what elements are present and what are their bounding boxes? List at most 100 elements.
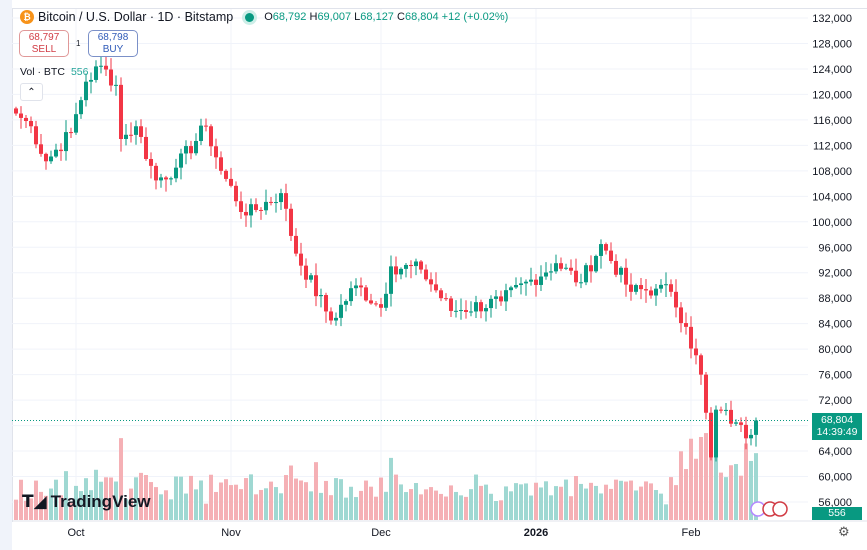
buy-button[interactable]: 68,798 BUY — [88, 30, 138, 57]
candle-body — [484, 308, 488, 312]
volume-bar — [464, 496, 468, 520]
spread-value: 1 — [76, 39, 81, 48]
volume-bar — [29, 498, 33, 520]
volume-bar — [149, 482, 153, 520]
volume-bar — [599, 493, 603, 520]
volume-bar — [334, 478, 338, 520]
volume-bar — [194, 489, 198, 520]
candle-body — [34, 126, 38, 145]
volume-bar — [234, 484, 238, 520]
candle-body — [189, 146, 193, 154]
volume-bar — [729, 465, 733, 520]
candle-body — [329, 311, 333, 321]
volume-bar — [484, 484, 488, 520]
candle-body — [229, 178, 233, 186]
volume-bar — [214, 491, 218, 520]
candle-body — [239, 201, 243, 212]
settings-icon[interactable]: ⚙ — [838, 524, 850, 539]
symbol-header: ₿ Bitcoin / U.S. Dollar · 1D · Bitstamp … — [20, 10, 508, 24]
candle-body — [649, 290, 653, 296]
volume-bar — [744, 443, 748, 520]
price-tick: 80,000 — [818, 344, 852, 356]
candle-body — [689, 326, 693, 349]
ohlc-values: O68,792 H69,007 L68,127 C68,804 +12 (+0.… — [264, 11, 509, 23]
volume-bar — [59, 495, 63, 520]
candle-body — [589, 265, 593, 272]
candle-body — [289, 208, 293, 236]
volume-bar — [339, 479, 343, 520]
price-tick: 100,000 — [812, 217, 852, 229]
volume-bar — [644, 481, 648, 520]
candle-body — [14, 108, 18, 114]
volume-bar — [614, 479, 618, 520]
volume-bar — [494, 501, 498, 520]
price-tick: 120,000 — [812, 89, 852, 101]
candle-body — [59, 149, 63, 152]
candle-body — [194, 140, 198, 154]
candle-body — [559, 263, 563, 269]
volume-bar — [369, 486, 373, 520]
candle-body — [409, 264, 413, 267]
volume-bar — [594, 485, 598, 520]
volume-bar — [84, 478, 88, 520]
volume-bar — [94, 469, 98, 520]
candle-body — [119, 84, 123, 139]
volume-bar — [704, 433, 708, 520]
candle-body — [129, 134, 133, 136]
volume-bar — [344, 497, 348, 520]
candle-body — [709, 412, 713, 458]
symbol-title[interactable]: Bitcoin / U.S. Dollar · 1D · Bitstamp — [38, 10, 234, 24]
sell-button[interactable]: 68,797 SELL — [19, 30, 69, 57]
volume-bar — [354, 497, 358, 520]
volume-bar — [434, 490, 438, 520]
candle-body — [749, 434, 753, 439]
volume-bar — [719, 472, 723, 520]
candle-body — [384, 293, 388, 308]
candle-body — [449, 298, 453, 311]
volume-bar — [164, 490, 168, 520]
candle-body — [479, 302, 483, 312]
collapse-legend-button[interactable]: ⌃ — [20, 83, 43, 101]
candle-body — [284, 193, 288, 209]
candle-body — [514, 285, 518, 288]
candle-body — [109, 69, 113, 86]
candle-body — [369, 300, 373, 304]
candle-body — [574, 270, 578, 283]
candle-body — [199, 125, 203, 141]
volume-legend: Vol · BTC 556 — [20, 66, 89, 78]
candle-body — [434, 284, 438, 291]
volume-bar — [529, 495, 533, 520]
price-tick: 132,000 — [812, 13, 852, 25]
candle-body — [654, 288, 658, 296]
volume-bar — [249, 474, 253, 520]
candle-body — [64, 132, 68, 152]
candle-body — [499, 296, 503, 302]
candle-body — [659, 284, 663, 289]
price-tick: 124,000 — [812, 64, 852, 76]
candle-body — [249, 204, 253, 216]
candle-body — [304, 265, 308, 280]
bitcoin-icon: ₿ — [20, 10, 34, 24]
volume-bar — [444, 496, 448, 520]
candle-body — [154, 165, 158, 181]
volume-bar — [749, 460, 753, 520]
volume-bar — [624, 481, 628, 520]
volume-bar — [689, 438, 693, 520]
candle-body — [389, 266, 393, 294]
candle-body — [209, 126, 213, 147]
candle-body — [699, 355, 703, 375]
volume-bar — [114, 481, 118, 520]
candle-body — [44, 153, 48, 162]
candle-body — [534, 279, 538, 285]
candle-body — [39, 144, 43, 154]
candle-body — [99, 65, 103, 67]
tradingview-logo[interactable]: 𝗧◢ TradingView — [22, 492, 151, 511]
candle-body — [319, 295, 323, 297]
volume-bar — [359, 490, 363, 520]
volume-bar — [714, 430, 718, 520]
volume-bar — [309, 491, 313, 520]
candle-body — [244, 211, 248, 216]
candle-body — [169, 178, 173, 180]
volume-bar — [659, 493, 663, 520]
